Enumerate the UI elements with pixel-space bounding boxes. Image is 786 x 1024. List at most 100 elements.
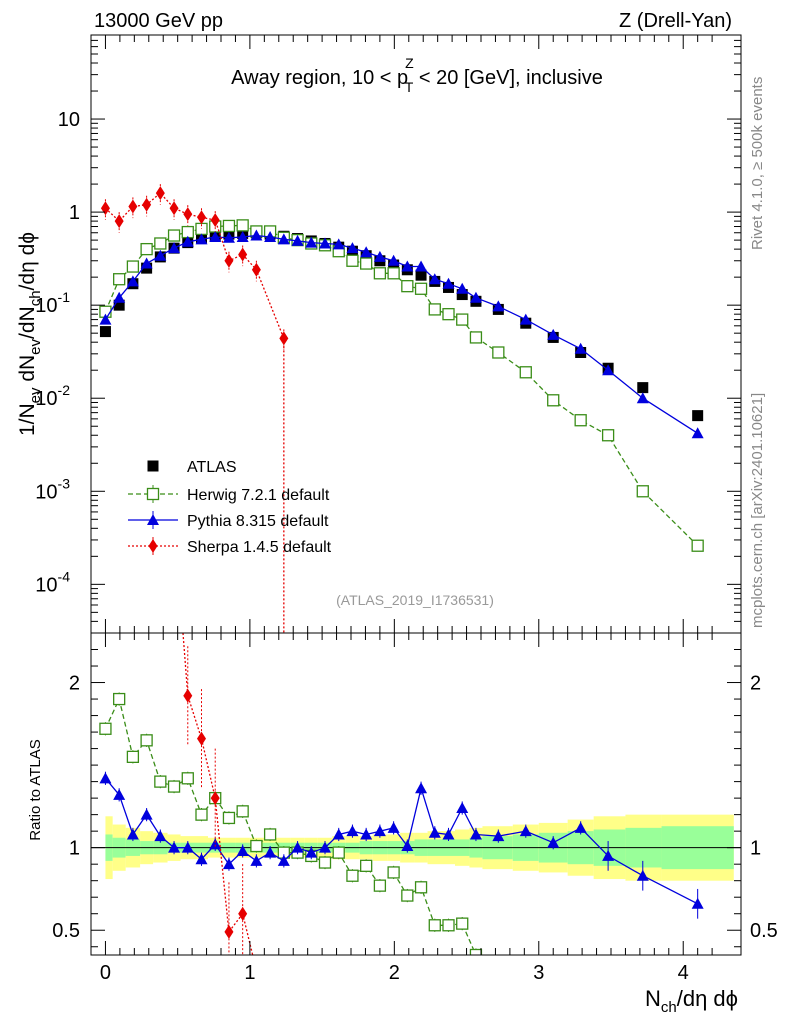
y-tick-label: 10 [58,109,80,131]
title-text: Away region, 10 < p [231,67,408,89]
energy-label: 13000 GeV pp [94,10,223,32]
pythia-point [373,250,386,262]
ratio-sherpa-point [210,791,220,806]
sherpa-point [197,210,206,225]
ratio-pythia-point [126,828,139,840]
pythia-point [602,364,615,376]
herwig-point [401,280,414,293]
legend-atlas-label: ATLAS [187,459,237,476]
herwig-point [140,242,153,256]
ratio-pythia-point [140,808,153,820]
ratio-herwig-point [154,775,167,788]
ratio-herwig-line [104,697,477,955]
sherpa-point [155,186,165,201]
sherpa-point [100,201,110,216]
legend-sherpa-label: Sherpa 1.4.5 default [187,539,332,556]
ratio-frame [90,632,742,956]
ratio-pythia-point [401,840,414,852]
ratio-herwig-point [113,692,126,706]
rivet-label: Rivet 4.1.0, ≥ 500k events [749,77,766,250]
pythia-point [442,277,455,289]
pythia-point [236,231,249,243]
pythia-point [519,313,532,325]
pythia-point [277,233,290,245]
y-tick-exponent: -3 [58,475,71,491]
y-tick-label: 10-3 [35,475,70,503]
ratio-pythia-point [547,836,560,848]
herwig-point [373,267,387,280]
ratio-sherpa-line [182,633,244,934]
pythia-line [104,234,699,434]
ratio-pythia-point [469,828,482,840]
x-tick-label: 0 [100,962,111,984]
ratio-y-tick-label-left: 2 [69,673,80,695]
y-tick-exponent: -4 [58,568,71,584]
title-tail: < 20 [GeV], inclusive [413,67,603,89]
herwig-point [414,282,428,295]
ratio-pythia-point [442,828,455,840]
process-label: Z (Drell-Yan) [619,10,732,32]
ratio-pythia-point [332,828,345,840]
y-tick-label: 1 [69,202,80,224]
ratio-pythia-point [428,826,441,838]
svg-text:1/Nev dNev/dNch/dη dϕ: 1/Nev dNev/dNch/dη dϕ [16,232,44,436]
pythia-point [181,235,194,247]
herwig-point [442,308,455,321]
pythia-point [305,236,318,248]
ratio-herwig-point [469,948,483,955]
herwig-point [547,394,560,407]
pythia-point [360,246,373,258]
sherpa-point [128,199,138,214]
pythia-point [209,231,222,243]
ratio-pythia-point [519,825,532,837]
ratio-sherpa-point [183,688,193,703]
y-tick-exponent: -2 [58,382,71,398]
ratio-y-tick-label-left: 0.5 [52,920,80,942]
ratio-pythia-point [574,821,587,833]
ratio-pythia-point [415,782,428,794]
pythia-point [401,260,414,272]
pythia-point [428,273,441,285]
watermark: (ATLAS_2019_I1736531) [336,592,494,608]
ratio-pythia-point [373,825,386,837]
ratio-pythia-point [168,841,181,853]
atlas-point [113,299,125,311]
legend-herwig-label: Herwig 7.2.1 default [187,487,330,504]
legend-atlas-marker [147,460,159,472]
ratio-herwig-point [99,722,112,735]
ratio-pythia-point [236,844,249,856]
ratio-herwig-point [263,828,277,841]
ratio-pythia-point [181,841,194,853]
ratio-pythia-point [602,849,615,861]
sherpa-point [224,253,234,268]
svg-text:Nch/dη dϕ: Nch/dη dϕ [645,986,738,1016]
ratio-herwig-point [346,869,359,882]
pythia-point [264,231,277,243]
herwig-point [126,260,140,273]
pythia-point [346,242,359,254]
pythia-point [126,275,139,287]
ratio-sherpa-point [224,924,234,939]
pythia-point [113,291,126,303]
herwig-point [154,237,167,250]
sherpa-point [183,207,193,222]
pythia-point [99,313,112,325]
pythia-point [195,233,208,245]
x-tick-label: 4 [678,962,689,984]
title-subscript: T [405,79,414,95]
pythia-point [319,237,331,249]
ratio-pythia-point [346,825,359,837]
sherpa-point [169,201,179,216]
ratio-herwig-point [195,808,208,821]
pythia-point [636,392,649,404]
pythia-point [691,427,704,439]
pythia-point [492,300,505,312]
ratio-sherpa-tail [242,913,254,955]
mcplots-label: mcplots.cern.ch [arXiv:2401.10621] [749,393,766,628]
main-y-axis-label: 1/Nev dNev/dNch/dη dϕ [16,232,44,436]
ratio-herwig-point [222,811,236,825]
herwig-point [428,303,441,316]
y-tick-label: 10-4 [35,568,70,596]
herwig-point [636,485,649,498]
pythia-point [168,242,181,254]
